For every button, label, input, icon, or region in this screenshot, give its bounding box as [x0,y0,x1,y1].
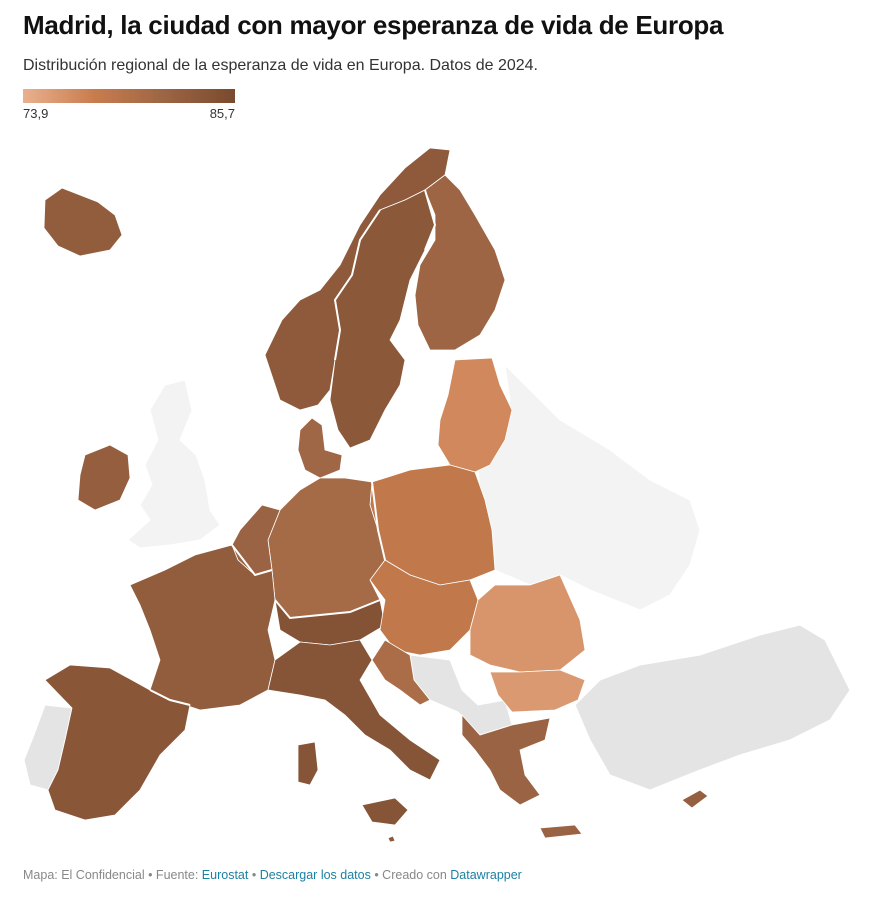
legend-gradient-bar [23,89,235,103]
region-bulgaria [489,669,586,713]
region-malta [387,835,396,843]
region-sardinia [297,741,319,786]
footer-separator: • Creado con [370,868,451,882]
chart-title: Madrid, la ciudad con mayor esperanza de… [23,10,724,40]
region-baltics [437,357,513,473]
footer-separator: • [248,868,260,882]
region-romania [469,574,586,673]
region-finland [414,174,506,351]
region-spain [44,664,191,821]
legend-max-label: 85,7 [209,106,235,121]
region-cyprus [681,789,709,809]
color-legend: 73,9 85,7 [23,89,235,121]
chart-subtitle: Distribución regional de la esperanza de… [23,57,538,74]
legend-min-label: 73,9 [23,106,49,121]
footer-separator: • Fuente: [144,868,202,882]
source-link[interactable]: Eurostat [201,868,249,882]
country-borders [149,189,437,706]
region-turkey [574,624,851,791]
region-sicily [361,797,409,826]
region-italy [267,639,441,781]
region-germany [267,477,386,619]
region-iceland [43,187,123,257]
footer-credits: Mapa: El Confidencial • Fuente: Eurostat… [23,868,522,882]
europe-choropleth-map [23,147,851,843]
region-croatia-slovenia [371,639,431,706]
region-ireland [77,444,131,511]
download-data-link[interactable]: Descargar los datos [259,868,371,882]
map-credit: Mapa: El Confidencial [23,868,145,882]
datawrapper-link[interactable]: Datawrapper [450,868,522,882]
region-crete [539,824,583,839]
region-denmark [297,417,343,479]
region-greece [461,713,551,806]
region-russia-east [477,363,701,611]
region-uk [127,379,221,549]
